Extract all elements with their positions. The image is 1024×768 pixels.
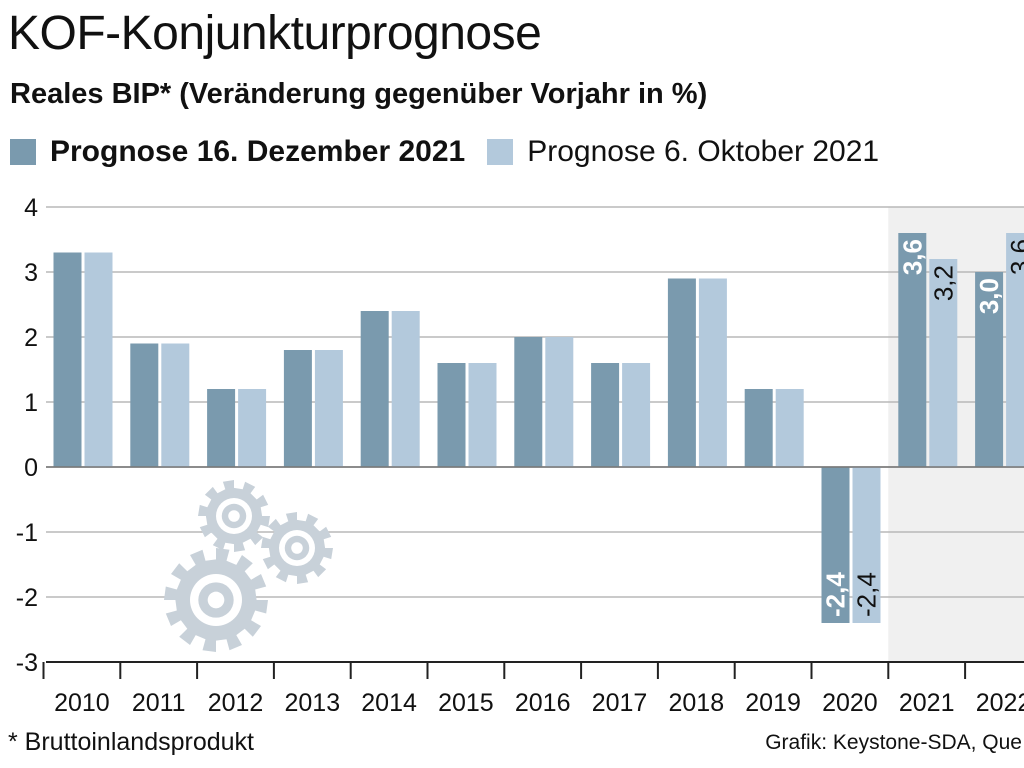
bar-2012-series-1 bbox=[238, 389, 267, 467]
bar-2019-series-1 bbox=[775, 389, 804, 467]
source-credit: Grafik: Keystone-SDA, Que bbox=[765, 731, 1022, 754]
bar-2017-series-1 bbox=[622, 363, 651, 467]
bar-2014-series-1 bbox=[391, 311, 420, 467]
data-label-2020-series-0: -2,4 bbox=[821, 572, 851, 617]
chart-subtitle: Reales BIP* (Veränderung gegenüber Vorja… bbox=[10, 78, 708, 110]
y-tick-label: 0 bbox=[24, 454, 38, 482]
x-tick-label: 2018 bbox=[668, 689, 724, 717]
x-tick-label: 2014 bbox=[361, 689, 417, 717]
x-tick-label: 2022 bbox=[976, 689, 1024, 717]
x-tick-label: 2012 bbox=[208, 689, 264, 717]
x-tick-label: 2015 bbox=[438, 689, 494, 717]
bar-2020-series-1 bbox=[852, 467, 881, 623]
x-tick-label: 2017 bbox=[592, 689, 648, 717]
gears-icon bbox=[198, 480, 270, 552]
bar-2016-series-1 bbox=[545, 337, 574, 467]
x-tick-label: 2021 bbox=[899, 689, 955, 717]
x-tick-label: 2019 bbox=[745, 689, 801, 717]
bar-2020-series-0 bbox=[821, 467, 850, 623]
y-tick-label: 3 bbox=[24, 259, 38, 287]
data-label-2021-series-1: 3,2 bbox=[928, 265, 958, 301]
legend: Prognose 16. Dezember 2021 Prognose 6. O… bbox=[10, 132, 901, 172]
bar-2014-series-0 bbox=[360, 311, 389, 467]
legend-label-oct: Prognose 6. Oktober 2021 bbox=[527, 135, 880, 168]
y-tick-label: 2 bbox=[24, 324, 38, 352]
y-tick-label: 1 bbox=[24, 389, 38, 417]
bar-2015-series-0 bbox=[437, 363, 466, 467]
bar-2021-series-0 bbox=[898, 233, 927, 467]
bar-2018-series-1 bbox=[698, 278, 727, 467]
x-tick-label: 2020 bbox=[822, 689, 878, 717]
bar-2015-series-1 bbox=[468, 363, 497, 467]
bar-2010-series-0 bbox=[53, 252, 82, 467]
data-label-2022-series-1: 3,6 bbox=[1005, 239, 1024, 275]
bar-2019-series-0 bbox=[744, 389, 773, 467]
y-tick-label: -3 bbox=[16, 649, 38, 677]
bar-2016-series-0 bbox=[514, 337, 543, 467]
bar-2022-series-0 bbox=[975, 272, 1004, 467]
legend-swatch-dec bbox=[10, 139, 36, 165]
bar-2011-series-1 bbox=[161, 343, 190, 467]
bar-2017-series-0 bbox=[591, 363, 620, 467]
bar-2011-series-0 bbox=[130, 343, 159, 467]
legend-swatch-oct bbox=[487, 139, 514, 165]
footnote: * Bruttoinlandsprodukt bbox=[8, 728, 254, 756]
x-tick-label: 2016 bbox=[515, 689, 571, 717]
y-tick-label: -2 bbox=[16, 584, 38, 612]
data-label-2020-series-1: -2,4 bbox=[852, 572, 882, 617]
y-tick-label: 4 bbox=[24, 194, 38, 222]
bar-2022-series-1 bbox=[1006, 233, 1024, 467]
data-label-2022-series-0: 3,0 bbox=[974, 278, 1004, 314]
bar-2018-series-0 bbox=[667, 278, 696, 467]
bar-2013-series-0 bbox=[283, 350, 312, 467]
x-tick-label: 2010 bbox=[54, 689, 110, 717]
x-tick-label: 2011 bbox=[132, 689, 186, 717]
x-tick-label: 2013 bbox=[284, 689, 340, 717]
bar-2010-series-1 bbox=[84, 252, 113, 467]
data-label-2021-series-0: 3,6 bbox=[897, 239, 927, 275]
y-tick-label: -1 bbox=[16, 519, 38, 547]
gears-icon bbox=[261, 512, 333, 584]
bar-2021-series-1 bbox=[929, 259, 958, 467]
chart-title: KOF-Konjunkturprognose bbox=[8, 7, 542, 60]
bar-2012-series-0 bbox=[207, 389, 236, 467]
gears-icon bbox=[164, 548, 268, 652]
bar-2013-series-1 bbox=[314, 350, 343, 467]
legend-label-dec: Prognose 16. Dezember 2021 bbox=[50, 135, 466, 168]
